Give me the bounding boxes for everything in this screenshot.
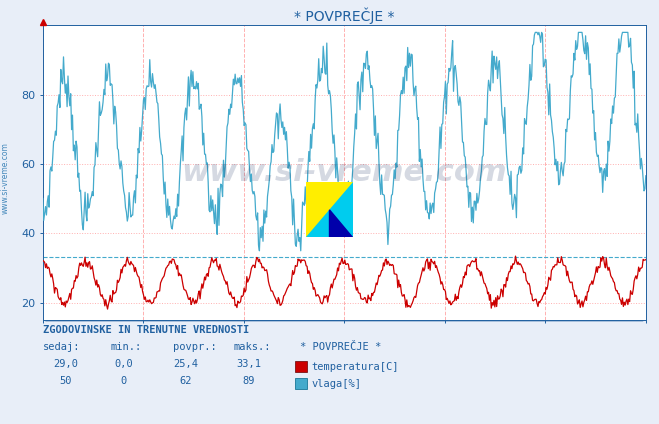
- Text: 50: 50: [60, 376, 72, 386]
- Text: www.si-vreme.com: www.si-vreme.com: [1, 142, 10, 214]
- Text: 0: 0: [121, 376, 127, 386]
- Text: 33,1: 33,1: [237, 359, 262, 369]
- Polygon shape: [330, 210, 353, 237]
- Text: www.si-vreme.com: www.si-vreme.com: [181, 158, 507, 187]
- Text: 29,0: 29,0: [53, 359, 78, 369]
- Text: 25,4: 25,4: [173, 359, 198, 369]
- Text: temperatura[C]: temperatura[C]: [311, 362, 399, 372]
- Text: * POVPREČJE *: * POVPREČJE *: [300, 342, 381, 352]
- Title: * POVPREČJE *: * POVPREČJE *: [294, 8, 395, 24]
- Text: 62: 62: [180, 376, 192, 386]
- Text: povpr.:: povpr.:: [173, 342, 216, 352]
- Text: 89: 89: [243, 376, 255, 386]
- Text: sedaj:: sedaj:: [43, 342, 80, 352]
- Polygon shape: [306, 182, 353, 237]
- Text: ZGODOVINSKE IN TRENUTNE VREDNOSTI: ZGODOVINSKE IN TRENUTNE VREDNOSTI: [43, 325, 249, 335]
- Text: min.:: min.:: [111, 342, 142, 352]
- Text: 0,0: 0,0: [115, 359, 133, 369]
- Polygon shape: [306, 182, 353, 237]
- Text: maks.:: maks.:: [234, 342, 272, 352]
- Text: vlaga[%]: vlaga[%]: [311, 379, 361, 389]
